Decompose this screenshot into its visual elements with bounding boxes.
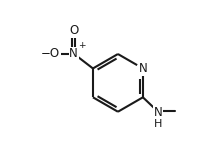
Text: H: H bbox=[154, 119, 163, 129]
Text: −O: −O bbox=[41, 47, 60, 60]
Text: +: + bbox=[78, 41, 85, 50]
Text: N: N bbox=[138, 62, 147, 75]
Text: N: N bbox=[154, 106, 163, 119]
Text: O: O bbox=[69, 24, 78, 37]
Text: N: N bbox=[69, 47, 78, 60]
